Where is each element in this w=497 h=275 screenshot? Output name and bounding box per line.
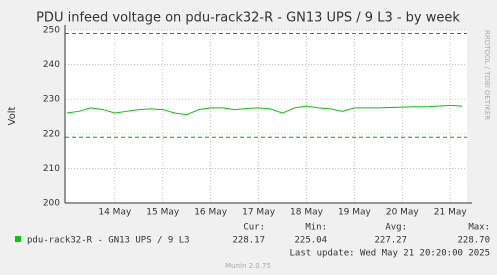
y-axis-label: Volt — [7, 106, 18, 125]
data-line — [66, 104, 463, 116]
stat-value: 227.27 — [374, 236, 407, 246]
chart-title: PDU infeed voltage on pdu-rack32-R - GN1… — [36, 11, 460, 26]
stat-value: 228.70 — [457, 236, 490, 246]
y-tick-label: 250 — [43, 26, 60, 36]
stat-header: Min: — [305, 223, 327, 233]
stat-header: Max: — [468, 223, 490, 233]
stat-header: Avg: — [385, 223, 407, 233]
stat-header: Cur: — [243, 223, 265, 233]
stat-value: 225.04 — [294, 236, 327, 246]
x-tick-label: 16 May — [194, 208, 228, 218]
stat-value: 228.17 — [232, 236, 265, 246]
footer: Munin 2.0.75 — [225, 262, 271, 270]
y-tick-label: 200 — [43, 199, 60, 209]
y-tick-label: 210 — [43, 164, 60, 174]
y-tick-label: 240 — [43, 60, 60, 70]
y-tick-label: 230 — [43, 95, 60, 105]
x-tick-label: 18 May — [290, 208, 324, 218]
y-tick-label: 220 — [43, 129, 60, 139]
x-tick-label: 14 May — [98, 208, 132, 218]
legend-label: pdu-rack32-R - GN13 UPS / 9 L3 — [27, 236, 190, 246]
last-update: Last update: Wed May 21 20:20:00 2025 — [290, 249, 490, 259]
x-tick-label: 17 May — [242, 208, 276, 218]
legend-swatch — [15, 236, 21, 242]
x-tick-label: 21 May — [434, 208, 468, 218]
x-tick-label: 15 May — [146, 208, 180, 218]
x-tick-label: 19 May — [338, 208, 372, 218]
plot-area — [65, 30, 467, 203]
side-text: RRDTOOL / TOBI OETIKER — [483, 30, 491, 120]
x-tick-label: 20 May — [386, 208, 420, 218]
